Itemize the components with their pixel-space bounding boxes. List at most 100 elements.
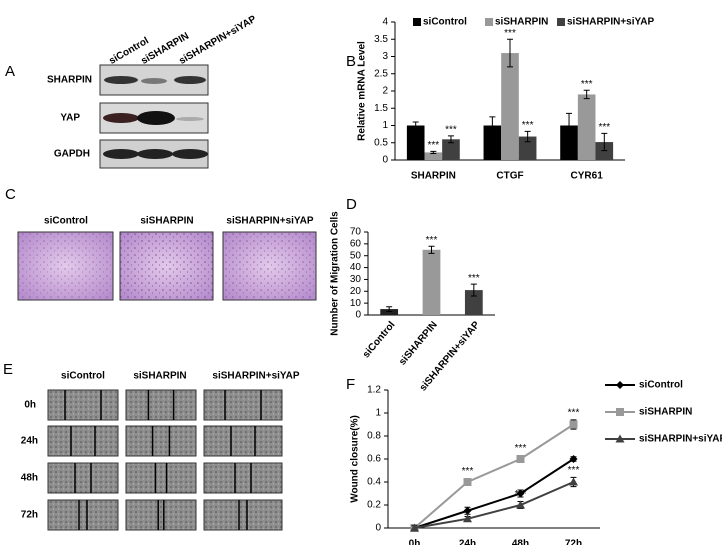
panel-letter: D	[346, 196, 357, 213]
legend-label: siSHARPIN+siYAP	[639, 434, 722, 445]
y-tick-label: 20	[350, 286, 362, 297]
line	[413, 423, 575, 529]
wound-photo	[125, 499, 197, 531]
marker	[516, 489, 525, 498]
migration-image	[17, 231, 317, 301]
image-label: siSHARPIN+siYAP	[226, 216, 313, 227]
marker	[569, 455, 578, 463]
image-label: siSHARPIN	[140, 216, 193, 227]
bar	[422, 249, 441, 315]
y-tick-label: 1.2	[367, 385, 381, 396]
y-axis-label: Wound closure(%)	[350, 415, 361, 503]
error-bar	[507, 38, 513, 68]
wound-photo	[47, 499, 119, 531]
panel-letter: C	[5, 186, 16, 203]
legend-label: siControl	[639, 380, 683, 391]
x-tick-label: CTGF	[496, 171, 523, 182]
line	[414, 481, 574, 529]
significance-label: ***	[515, 489, 527, 500]
legend-swatch	[413, 18, 421, 26]
wound-photo	[203, 389, 283, 421]
blot-row-label: YAP	[60, 113, 80, 124]
x-tick-label: 24h	[459, 539, 476, 545]
blot-row-label: GAPDH	[54, 149, 90, 160]
significance-label: ***	[598, 122, 610, 133]
significance-label: ***	[468, 273, 480, 284]
error-bar	[489, 116, 496, 135]
blot-row-label: SHARPIN	[47, 75, 92, 86]
bar	[560, 125, 578, 160]
legend-marker	[615, 434, 625, 443]
marker	[463, 506, 472, 515]
legend-label: siSHARPIN	[495, 17, 548, 28]
legend-swatch	[485, 18, 493, 26]
legend-marker	[616, 408, 624, 416]
wound-photo	[125, 462, 197, 494]
x-tick-label: 48h	[512, 539, 529, 545]
marker	[569, 420, 578, 429]
significance-label: ***	[427, 140, 439, 151]
panel-letter: E	[3, 361, 13, 378]
y-tick-label: 40	[350, 262, 362, 273]
error-bar	[428, 245, 435, 254]
wound-photo	[125, 425, 197, 457]
y-axis-label: Number of Migration Cells	[330, 211, 341, 336]
bar	[501, 53, 519, 160]
wound-photo	[47, 389, 119, 421]
bar	[424, 152, 443, 160]
wound-photo	[47, 425, 119, 457]
y-tick-label: 50	[350, 250, 362, 261]
bar	[442, 139, 460, 160]
time-label: 24h	[21, 436, 38, 447]
y-tick-label: 70	[350, 227, 362, 238]
y-tick-label: 30	[350, 274, 362, 285]
x-tick-label: CYR61	[571, 171, 604, 182]
wound-photo	[203, 499, 283, 531]
line	[414, 458, 575, 529]
y-tick-label: 2	[382, 86, 388, 97]
y-tick-label: 0.2	[367, 500, 381, 511]
marker	[463, 478, 472, 486]
bar	[577, 94, 596, 160]
x-tick-label: siSHARPIN	[397, 320, 440, 368]
significance-label: ***	[568, 465, 580, 476]
y-tick-label: 1	[382, 120, 388, 131]
x-tick-label: 0h	[409, 539, 421, 545]
panel-letter: A	[5, 63, 15, 80]
wound-photo	[125, 389, 197, 421]
marker	[569, 477, 578, 486]
significance-label: ***	[568, 408, 580, 419]
image-label: siSHARPIN	[133, 371, 186, 382]
wound-photo	[203, 462, 283, 494]
bar	[518, 136, 537, 160]
legend-marker	[616, 381, 624, 389]
error-bar	[601, 132, 608, 152]
y-tick-label: 0.8	[367, 431, 381, 442]
y-tick-label: 0	[382, 155, 388, 166]
bar	[464, 290, 483, 315]
panel-letter: F	[346, 376, 355, 393]
legend-swatch	[557, 18, 565, 26]
error-bar	[566, 112, 573, 139]
y-tick-label: 0	[355, 310, 361, 321]
time-label: 0h	[24, 400, 36, 411]
error-bar	[524, 130, 531, 143]
x-tick-label: siControl	[361, 319, 398, 360]
wound-photo	[47, 462, 119, 494]
marker	[516, 455, 525, 463]
y-tick-label: 60	[350, 238, 362, 249]
x-tick-label: 72h	[565, 539, 582, 545]
marker	[516, 500, 525, 509]
y-tick-label: 0	[375, 523, 381, 534]
y-tick-label: 1	[375, 408, 381, 419]
y-tick-label: 3.5	[374, 34, 388, 45]
significance-label: ***	[515, 443, 527, 454]
time-label: 72h	[21, 510, 38, 521]
wound-image	[47, 389, 283, 531]
significance-label: ***	[581, 79, 593, 90]
image-label: siControl	[44, 216, 88, 227]
x-tick-label: SHARPIN	[411, 171, 456, 182]
marker	[410, 523, 419, 532]
error-bar	[470, 283, 477, 297]
